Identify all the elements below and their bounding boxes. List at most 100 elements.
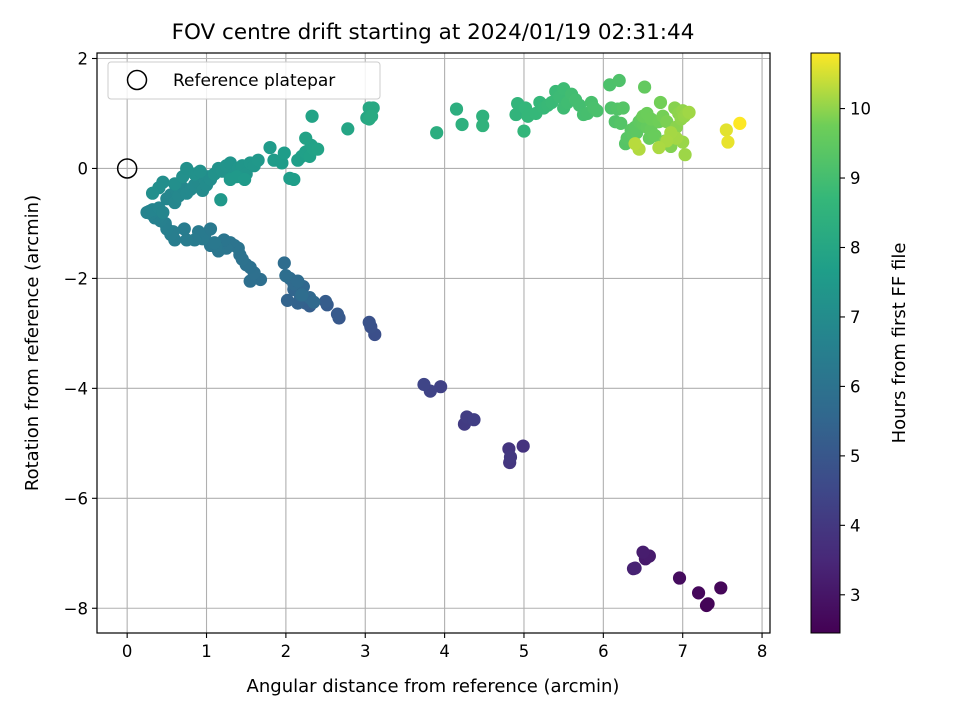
data-point (590, 104, 604, 118)
data-point (263, 140, 277, 155)
x-tick-label: 6 (598, 642, 609, 661)
data-point (648, 128, 662, 143)
y-axis-label: Rotation from reference (arcmin) (22, 195, 43, 491)
data-point (628, 137, 642, 151)
grid (97, 53, 770, 633)
colorbar-tick-label: 9 (850, 169, 861, 188)
colorbar-tick-label: 10 (850, 100, 871, 119)
data-point (517, 124, 531, 138)
data-point (291, 274, 305, 288)
data-point (721, 135, 735, 149)
colorbar-tick-label: 5 (850, 447, 861, 466)
colorbar-tick-label: 4 (850, 516, 861, 535)
colorbar-tick-label: 6 (850, 377, 861, 396)
data-point (678, 148, 692, 162)
data-point (628, 561, 642, 575)
data-point (156, 205, 170, 220)
data-point (287, 172, 301, 187)
data-point (672, 571, 687, 585)
x-axis: 0 1 2 3 4 5 6 7 8 (122, 633, 767, 661)
colorbar-label: Hours from first FF file (889, 243, 910, 444)
data-point (318, 294, 333, 309)
data-point (660, 115, 674, 129)
data-point (295, 288, 309, 302)
data-point (701, 597, 715, 611)
legend-entry: Reference platepar (173, 71, 335, 91)
legend: Reference platepar (107, 61, 381, 100)
legend-box (107, 61, 381, 100)
data-point (434, 380, 448, 394)
data-point (251, 153, 265, 167)
data-point (509, 107, 523, 122)
data-point (305, 109, 319, 123)
data-point (516, 439, 530, 453)
data-point (275, 156, 289, 170)
colorbar (810, 52, 841, 634)
y-tick-label: 0 (78, 159, 89, 178)
data-point (449, 102, 464, 116)
y-tick-label: 2 (78, 49, 89, 68)
data-point (638, 80, 652, 94)
x-tick-label: 8 (757, 642, 768, 661)
y-tick-label: −6 (64, 489, 88, 508)
x-tick-label: 3 (360, 642, 371, 661)
y-tick-label: −8 (64, 599, 88, 618)
data-point (455, 117, 469, 132)
data-point (311, 142, 325, 156)
reference-platepar-marker (116, 158, 138, 179)
x-tick-label: 4 (439, 642, 450, 661)
data-point (362, 315, 376, 329)
data-point (612, 73, 626, 88)
data-point (476, 118, 490, 133)
data-point (476, 109, 490, 123)
data-point (279, 269, 293, 283)
data-point (364, 109, 379, 123)
y-tick-label: −2 (64, 269, 88, 288)
legend-marker (126, 69, 148, 91)
data-point (341, 122, 355, 136)
x-tick-label: 2 (281, 642, 292, 661)
data-point (277, 146, 291, 160)
data-point (614, 116, 628, 130)
data-point (430, 126, 444, 140)
data-point (238, 172, 252, 187)
data-point (277, 256, 291, 270)
y-axis: −8 −6 −4 −2 0 2 (64, 49, 97, 618)
data-point (177, 222, 191, 236)
colorbar-axis: 3 4 5 6 7 8 9 10 (840, 100, 871, 605)
data-point (280, 293, 295, 307)
data-point (691, 586, 706, 600)
points (116, 73, 747, 613)
data-point (733, 116, 747, 130)
data-point (417, 377, 431, 392)
data-point (719, 123, 733, 137)
colorbar-tick-label: 3 (850, 586, 861, 605)
chart-title: FOV centre drift starting at 2024/01/19 … (172, 20, 695, 45)
data-point (214, 193, 228, 207)
data-point (652, 140, 666, 155)
data-point (330, 307, 345, 321)
x-axis-label: Angular distance from reference (arcmin) (247, 676, 620, 697)
data-point (307, 295, 321, 309)
data-point (682, 105, 696, 119)
data-point (180, 233, 194, 247)
colorbar-tick-label: 8 (850, 238, 861, 257)
y-tick-label: −4 (64, 379, 88, 398)
plot-frame (96, 52, 771, 634)
data-point (714, 581, 728, 595)
x-tick-label: 5 (519, 642, 530, 661)
data-point (145, 186, 160, 200)
x-tick-label: 7 (677, 642, 688, 661)
x-tick-label: 1 (201, 642, 212, 661)
colorbar-tick-label: 7 (850, 308, 861, 327)
data-point (207, 236, 222, 250)
data-point (653, 95, 668, 110)
data-point (299, 131, 313, 145)
x-tick-label: 0 (122, 642, 133, 661)
data-point (193, 164, 207, 178)
data-point (503, 450, 518, 464)
data-point (616, 101, 630, 115)
data-point (467, 413, 481, 427)
data-point (636, 545, 650, 559)
